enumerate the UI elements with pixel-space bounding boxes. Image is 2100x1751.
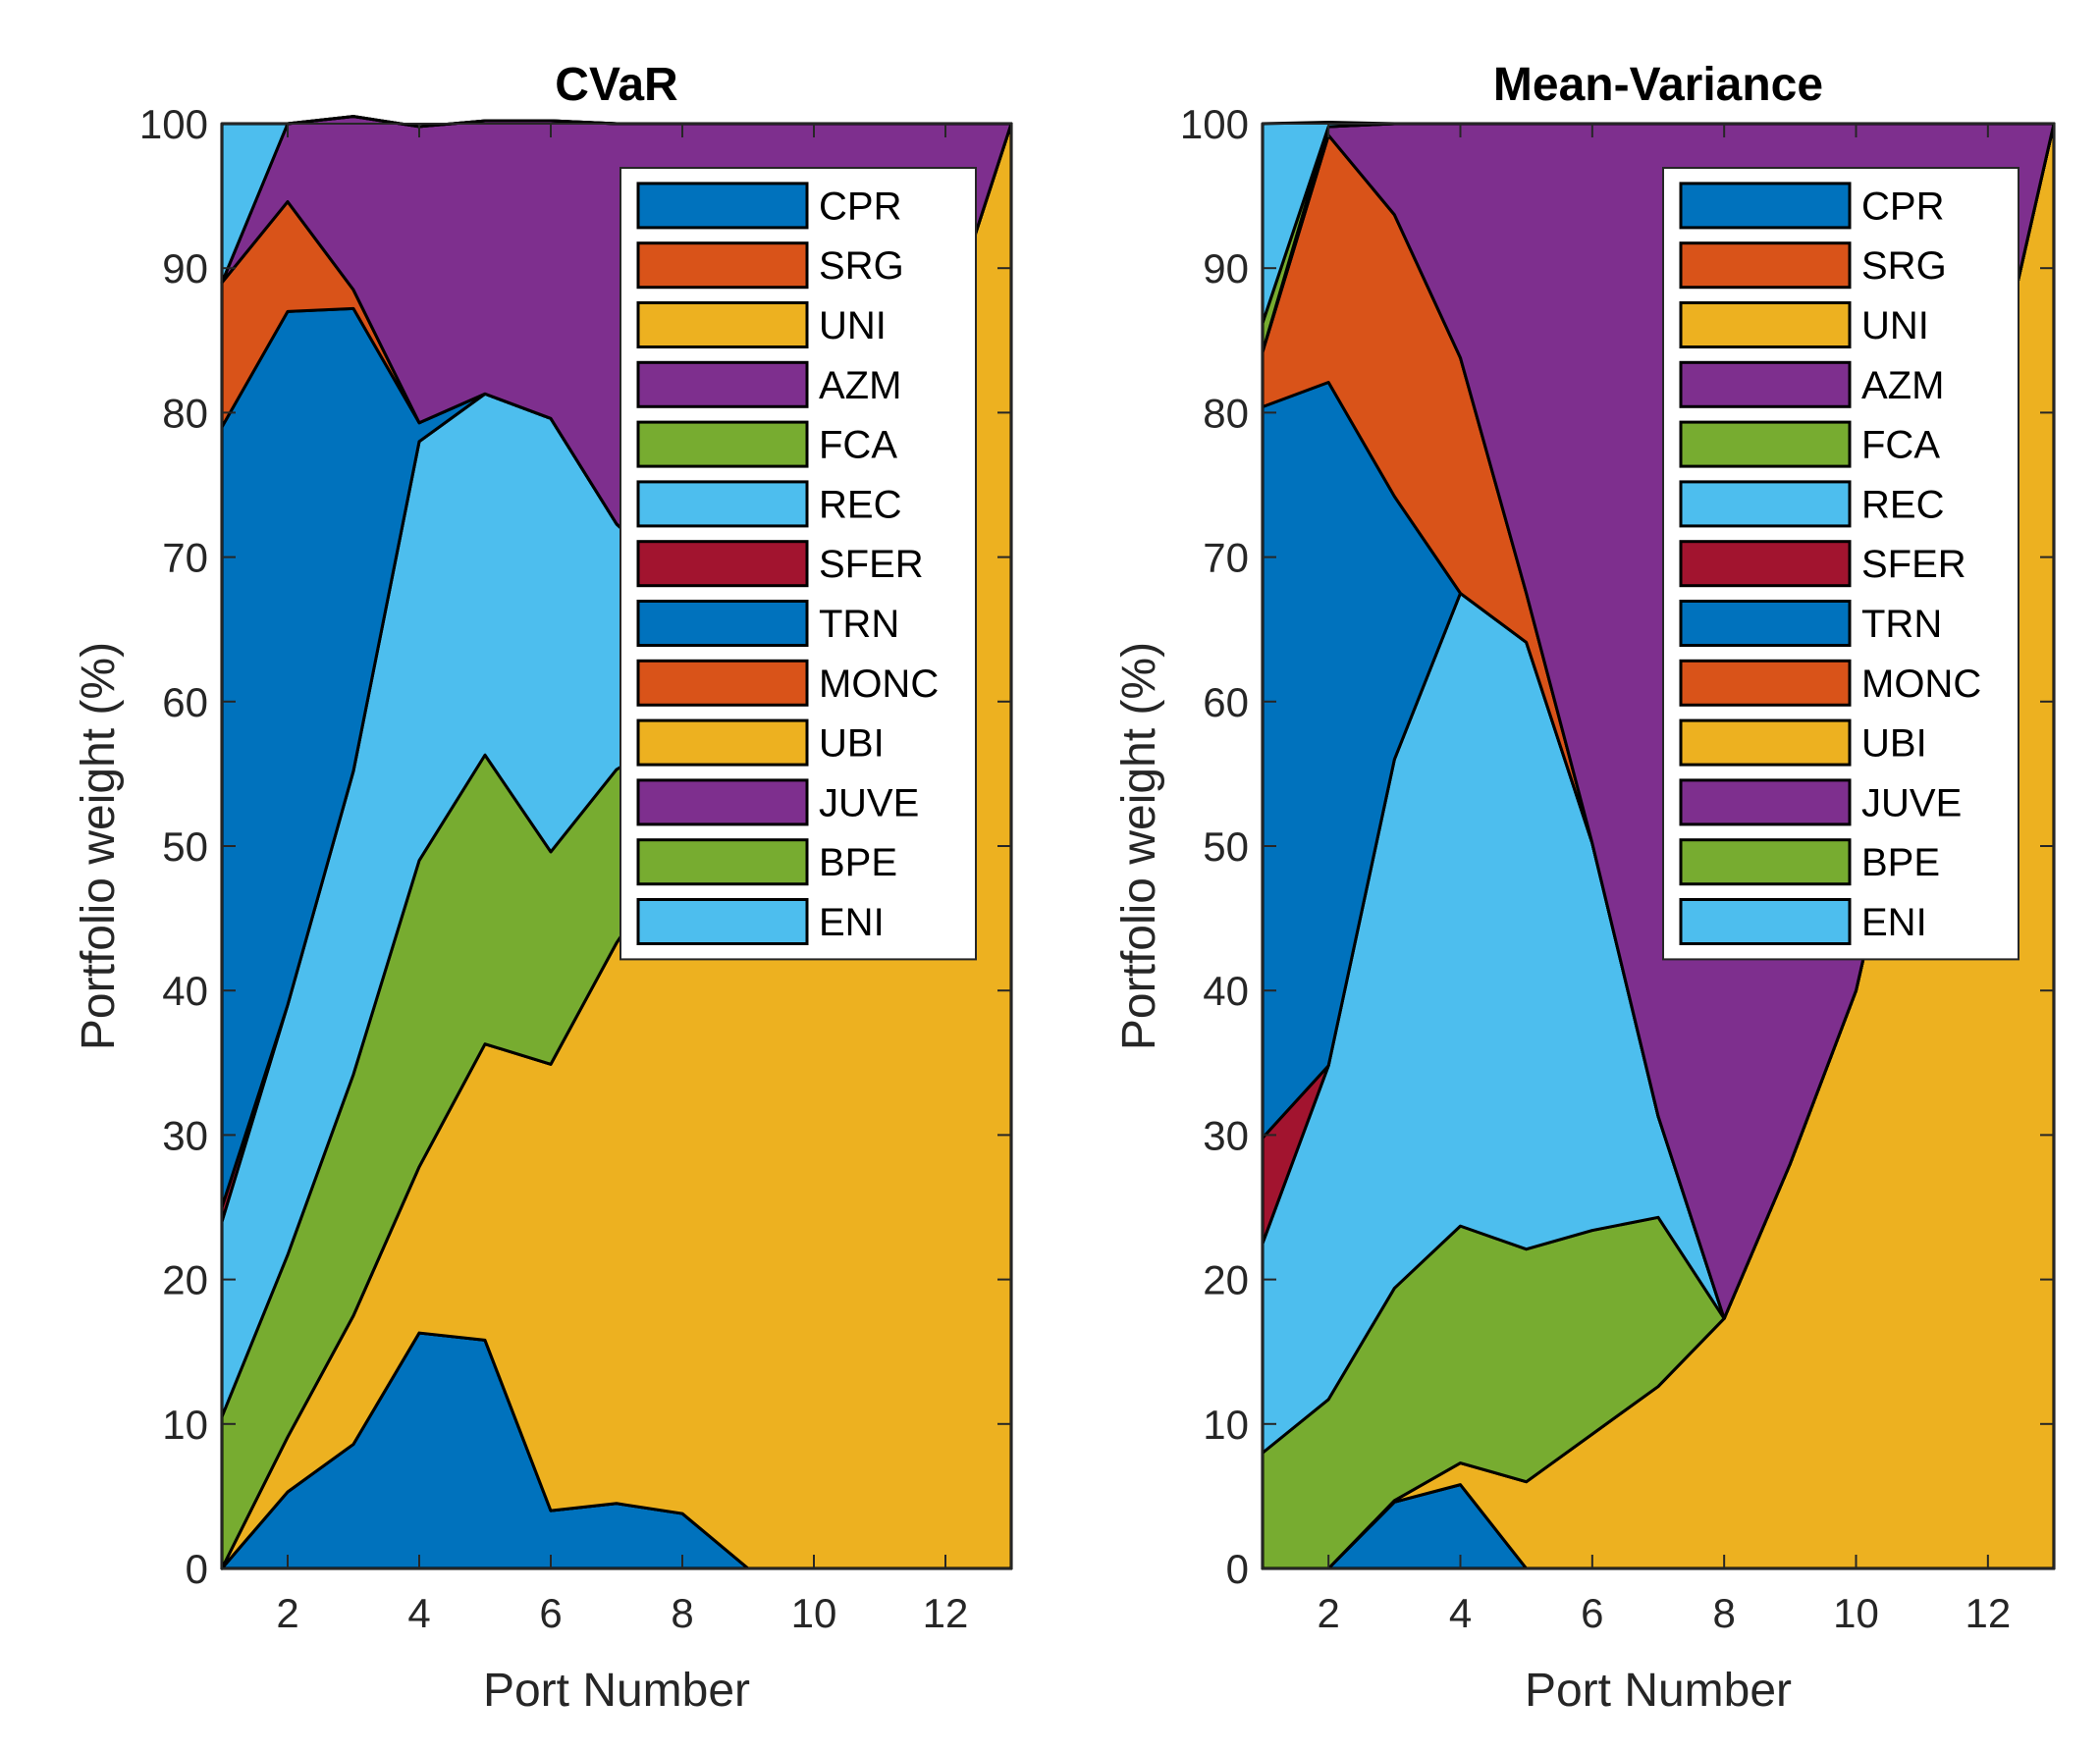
y-tick-label: 10 [162,1402,208,1448]
legend-label-uni: UNI [819,304,887,347]
x-tick-label: 2 [276,1590,298,1636]
mean-variance-panel: 0 10 20 30 40 50 60 70 80 90 100 2 4 6 8 10 12 Mean-Varia… [1113,59,2056,1717]
y-axis-label: Portfolio weight (%) [73,642,125,1050]
x-tick-label: 10 [791,1590,837,1636]
y-tick-label: 40 [162,968,208,1014]
legend-swatch-sfer [636,540,809,588]
x-tick-label: 8 [1712,1590,1735,1636]
legend-swatch-bpe [636,838,809,886]
y-tick-label: 30 [1203,1112,1249,1158]
legend-swatch-monc [636,659,809,707]
legend: CPR SRG UNI AZM FCA REC SFER TRN MONC UBI JUVE BPE E… [1662,167,2019,961]
legend-swatch-azm [636,360,809,408]
y-tick-label: 100 [1180,101,1249,147]
legend-swatch-rec [1679,480,1852,528]
legend-swatch-fca [1679,420,1852,468]
legend-swatch-eni [636,898,809,945]
legend-swatch-azm [1679,360,1852,408]
y-tick-label: 70 [162,535,208,581]
legend-label-rec: REC [1861,483,1944,526]
legend-label-cpr: CPR [1861,185,1944,228]
x-tick-label: 4 [407,1590,430,1636]
legend-label-srg: SRG [819,244,904,288]
legend-swatch-juve [1679,778,1852,826]
legend-swatch-srg [1679,241,1852,290]
legend-swatch-sfer [1679,540,1852,588]
legend-swatch-monc [1679,659,1852,707]
legend-swatch-trn [636,600,809,647]
y-tick-label: 0 [186,1546,208,1592]
y-tick-label: 80 [1203,390,1249,436]
legend-label-fca: FCA [819,424,897,467]
legend-swatch-cpr [1679,182,1852,230]
y-tick-label: 100 [139,101,208,147]
y-tick-label: 30 [162,1112,208,1158]
cvar-panel: 0 10 20 30 40 50 60 70 80 90 100 2 4 6 8 10 12 CVaR Port N… [73,59,1013,1717]
legend-swatch-juve [636,778,809,826]
legend-label-sfer: SFER [819,543,924,586]
legend-label-trn: TRN [819,603,899,646]
legend-swatch-eni [1679,898,1852,945]
legend-label-trn: TRN [1861,603,1942,646]
y-tick-label: 60 [1203,679,1249,725]
y-tick-label: 20 [1203,1257,1249,1303]
chart-title: Mean-Variance [1493,59,1823,111]
y-tick-label: 50 [1203,823,1249,870]
y-tick-label: 90 [162,245,208,292]
legend-swatch-uni [636,301,809,348]
legend-label-ubi: UBI [819,722,885,766]
legend: CPR SRG UNI AZM FCA REC SFER TRN MONC UBI JUVE BPE E… [619,167,977,961]
x-axis-label: Port Number [1525,1665,1792,1717]
legend-label-juve: JUVE [819,781,919,824]
x-tick-label: 8 [671,1590,693,1636]
legend-swatch-ubi [636,718,809,767]
legend-label-uni: UNI [1861,304,1929,347]
legend-swatch-rec [636,480,809,528]
y-tick-label: 0 [1226,1546,1249,1592]
legend-label-ubi: UBI [1861,722,1927,766]
y-tick-label: 50 [162,823,208,870]
x-tick-label: 4 [1449,1590,1472,1636]
y-tick-label: 80 [162,390,208,436]
legend-swatch-cpr [636,182,809,230]
legend-label-bpe: BPE [1861,841,1940,884]
legend-label-bpe: BPE [819,841,897,884]
legend-label-monc: MONC [819,663,939,706]
x-tick-label: 6 [539,1590,562,1636]
legend-swatch-fca [636,420,809,468]
legend-label-srg: SRG [1861,244,1947,288]
legend-label-eni: ENI [819,901,885,944]
x-tick-label: 6 [1581,1590,1603,1636]
legend-label-sfer: SFER [1861,543,1966,586]
legend-label-monc: MONC [1861,663,1981,706]
legend-label-rec: REC [819,483,901,526]
y-axis-label: Portfolio weight (%) [1113,642,1165,1050]
legend-label-azm: AZM [819,364,901,407]
legend-label-juve: JUVE [1861,781,1962,824]
legend-swatch-ubi [1679,718,1852,767]
chart-title: CVaR [555,59,677,111]
legend-swatch-uni [1679,301,1852,348]
x-tick-label: 12 [923,1590,969,1636]
y-tick-label: 60 [162,679,208,725]
x-tick-label: 2 [1317,1590,1339,1636]
legend-label-fca: FCA [1861,424,1940,467]
y-tick-label: 20 [162,1257,208,1303]
y-tick-label: 40 [1203,968,1249,1014]
legend-label-azm: AZM [1861,364,1944,407]
legend-label-eni: ENI [1861,901,1927,944]
legend-label-cpr: CPR [819,185,901,228]
legend-swatch-bpe [1679,838,1852,886]
x-axis-label: Port Number [483,1665,750,1717]
y-tick-label: 10 [1203,1402,1249,1448]
legend-swatch-srg [636,241,809,290]
legend-swatch-trn [1679,600,1852,647]
x-tick-label: 10 [1833,1590,1879,1636]
y-tick-label: 90 [1203,245,1249,292]
x-tick-label: 12 [1965,1590,2011,1636]
y-tick-label: 70 [1203,535,1249,581]
